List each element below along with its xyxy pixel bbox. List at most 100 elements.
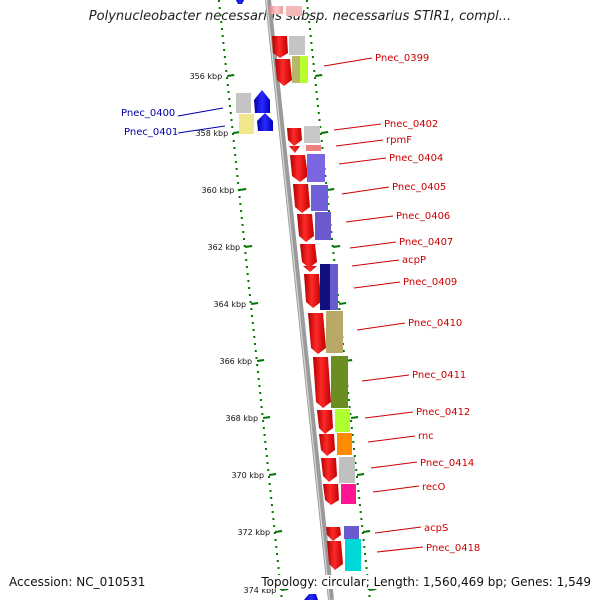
track-dot [240,217,243,219]
gene-label: Pnec_0409 [403,277,457,288]
track-dot [328,210,331,212]
tick-mark [333,245,341,248]
track-dot [268,483,271,485]
cds-arrow [270,6,283,14]
accession-text: Accession: NC_010531 [9,575,146,589]
track-dot [308,28,311,30]
track-dot [338,308,341,310]
feature-block [344,526,359,539]
gene-label: Pnec_0410 [408,318,462,329]
track-dot [321,147,324,149]
track-dot [265,448,268,450]
track-dot [330,238,333,240]
feature-block [292,56,300,83]
track-dot [342,343,345,345]
track-dot [357,490,360,492]
track-dot [330,231,333,233]
track-dot [265,455,268,457]
track-dot [227,91,230,93]
feature-block [239,114,254,134]
track-dot [251,315,254,317]
track-dot [245,259,248,261]
track-dot [272,518,275,520]
track-dot [355,476,358,478]
feature-block [326,311,343,353]
feature-block [331,356,348,408]
feature-block [300,56,308,83]
track-dot [264,441,267,443]
track-dot [269,490,272,492]
gene-label: Pnec_0411 [412,370,466,381]
cds-arrow [323,484,339,505]
cds-arrow-reverse [254,90,270,113]
gene-label: Pnec_0402 [384,119,438,130]
track-dot [248,294,251,296]
track-dot [235,168,238,170]
track-dot [267,469,270,471]
track-dot [220,28,223,30]
track-dot [234,161,237,163]
gene-label-reverse: Pnec_0401 [124,127,178,138]
cds-arrow [317,410,333,434]
track-dot [347,392,350,394]
cds-arrow [300,244,317,268]
tick-label: 362 kbp [208,243,241,252]
track-dot [242,231,245,233]
cds-arrow [319,434,335,456]
track-dot [320,140,323,142]
tick-label: 372 kbp [237,528,270,537]
tick-label: 360 kbp [202,186,235,195]
tick-mark [227,74,235,77]
track-dot [232,140,235,142]
track-dot [221,35,224,37]
label-leader-lines [323,57,424,553]
feature-block [320,264,330,310]
track-dot [312,63,315,65]
track-dot [250,308,253,310]
track-dot [365,567,368,569]
tick-mark [327,188,335,191]
tick-label: 370 kbp [231,471,264,480]
track-dot [311,56,314,58]
track-dot [350,427,353,429]
tick-label: 356 kbp [190,72,223,81]
track-dot [314,77,317,79]
track-dot [313,70,316,72]
cds-arrow [304,274,321,308]
feature-block [304,126,320,143]
track-dot [360,518,363,520]
track-dot [229,105,232,107]
tick-label: 366 kbp [220,357,253,366]
tick-mark [356,473,365,476]
track-dot [234,154,237,156]
gene-label: Pnec_0418 [426,543,480,554]
track-dot [270,504,273,506]
cds-arrow [289,146,300,153]
track-dot [267,476,270,478]
track-dot [239,203,242,205]
tick-mark [250,302,259,305]
gene-label: acpS [424,523,448,534]
track-dot [307,14,310,16]
genome-summary-text: Topology: circular; Length: 1,560,469 bp… [259,575,591,589]
tick-label: 374 kbp [244,586,277,595]
track-dot [314,84,317,86]
tick-label: 364 kbp [214,300,247,309]
track-dot [350,420,353,422]
track-dot [327,203,330,205]
track-dot [347,399,350,401]
track-dot [249,301,252,303]
cds-arrow [287,128,302,146]
track-dot [324,175,327,177]
track-dot [276,553,279,555]
track-dot [315,91,318,93]
track-dot [319,133,322,135]
track-dot [364,553,367,555]
cds-arrow [326,527,341,541]
track-dot [333,259,336,261]
cds-arrow [313,357,331,408]
track-dot [226,84,229,86]
feature-block [330,264,338,310]
track-dot [352,441,355,443]
track-dot [274,539,277,541]
